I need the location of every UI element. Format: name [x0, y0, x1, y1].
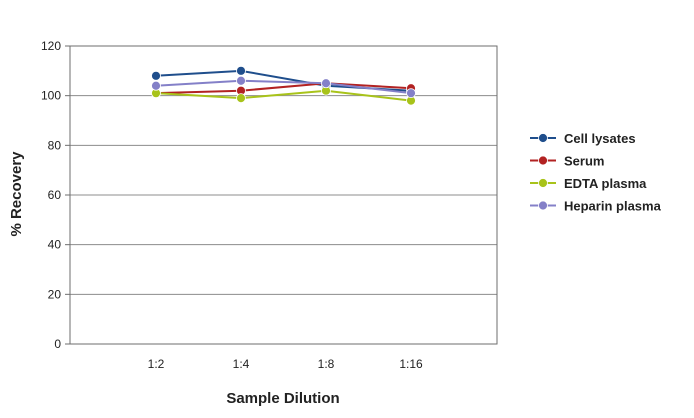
y-tick-label: 40: [48, 238, 62, 252]
data-point: [406, 88, 416, 99]
y-tick-label: 120: [41, 39, 61, 53]
y-tick-label: 0: [54, 337, 61, 351]
series-line: [155, 79, 412, 95]
legend-marker: [538, 133, 548, 143]
y-axis-title: % Recovery: [8, 151, 25, 237]
legend-label: Serum: [564, 154, 604, 169]
series-lines: [151, 65, 416, 106]
data-point: [236, 65, 246, 76]
legend-label: EDTA plasma: [564, 176, 647, 191]
data-point: [236, 93, 246, 104]
data-point: [321, 78, 331, 89]
y-tick-label: 100: [41, 89, 61, 103]
axes: 0 20 40 60 80 100 120 1:2 1:4 1:8 1:16: [41, 39, 498, 371]
x-tick-label: 1:16: [399, 357, 423, 371]
legend: Cell lysates Serum EDTA plasma Heparin plas…: [530, 131, 662, 214]
x-tick-label: 1:8: [318, 357, 335, 371]
data-point: [151, 80, 161, 91]
legend-marker: [538, 200, 548, 211]
y-tick-label: 80: [48, 138, 62, 152]
data-point: [151, 70, 161, 81]
x-tick-label: 1:2: [148, 357, 165, 371]
series-line: [155, 89, 412, 102]
x-tick-label: 1:4: [233, 357, 250, 371]
gridlines: [70, 95, 497, 295]
legend-label: Heparin plasma: [564, 199, 662, 214]
series-line: [155, 82, 412, 95]
legend-marker: [538, 178, 548, 188]
legend-marker: [538, 155, 548, 166]
x-axis-title: Sample Dilution: [226, 390, 339, 407]
data-point: [236, 75, 246, 86]
legend-label: Cell lysates: [564, 131, 636, 146]
y-tick-label: 60: [48, 188, 62, 202]
y-tick-label: 20: [48, 287, 62, 301]
